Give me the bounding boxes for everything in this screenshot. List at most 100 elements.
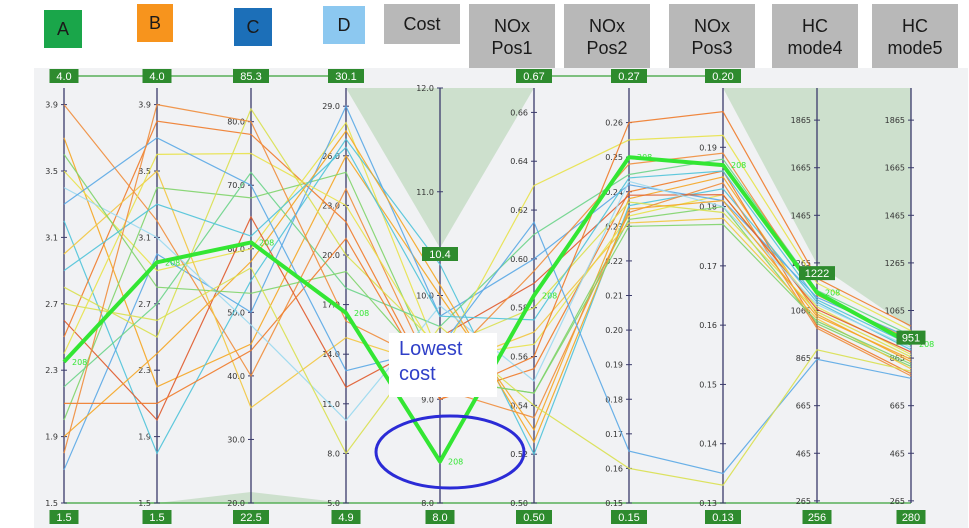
- axis-header-label: NOx Pos3: [691, 16, 733, 58]
- axis-header-noxpos2[interactable]: NOx Pos2: [564, 4, 650, 70]
- axis-top-cap[interactable]: [328, 69, 364, 83]
- axis-bottom-cap[interactable]: [425, 510, 455, 524]
- axis-top-cap[interactable]: [516, 69, 552, 83]
- tick-label: 1265: [885, 259, 905, 268]
- tick-label: 0.23: [605, 222, 623, 231]
- axis-header-cost[interactable]: Cost: [384, 4, 460, 44]
- axis-bottom-cap-label: 8.0: [432, 512, 447, 524]
- highlight-point-label: 208: [919, 340, 934, 349]
- axis-header-label: B: [148, 13, 161, 33]
- data-line[interactable]: [63, 107, 912, 358]
- axis-top-cap[interactable]: [233, 69, 269, 83]
- tick-label: 9.0: [421, 395, 434, 404]
- brush-marker-label: 10.4: [429, 249, 450, 261]
- tick-label: 1.9: [45, 433, 58, 442]
- data-line[interactable]: [63, 146, 912, 346]
- axis-header-label: NOx Pos1: [491, 16, 533, 58]
- tick-label: 0.22: [605, 257, 623, 266]
- tick-label: 665: [890, 402, 905, 411]
- tick-label: 265: [890, 497, 905, 506]
- tick-label: 0.52: [510, 450, 528, 459]
- tick-label: 2.3: [138, 366, 151, 375]
- highlight-point-label: 208: [165, 258, 180, 267]
- axis-header-label: Cost: [403, 14, 441, 34]
- axis-header-noxpos3[interactable]: NOx Pos3: [669, 4, 755, 70]
- axis-bottom-cap-label: 0.50: [523, 512, 544, 524]
- tick-label: 30.0: [227, 435, 245, 444]
- tick-label: 0.18: [699, 203, 717, 212]
- highlight-point-label: 208: [72, 358, 87, 367]
- tick-label: 1265: [791, 259, 811, 268]
- axis-bottom-cap[interactable]: [516, 510, 552, 524]
- tick-label: 8.0: [421, 499, 434, 508]
- axis-header-hcmode4[interactable]: HC mode4: [772, 4, 858, 70]
- axis-bottom-cap-label: 22.5: [240, 512, 261, 524]
- axis-header-a[interactable]: A: [44, 10, 82, 48]
- axis-bottom-cap[interactable]: [611, 510, 647, 524]
- axis-bottom-cap-label: 256: [808, 512, 826, 524]
- brush-marker[interactable]: [896, 330, 926, 345]
- tick-label: 20.0: [227, 499, 245, 508]
- axis-bottom-cap[interactable]: [896, 510, 926, 524]
- data-line[interactable]: [63, 137, 912, 475]
- data-line[interactable]: [63, 104, 912, 471]
- data-line[interactable]: [63, 103, 912, 454]
- tick-label: 0.21: [605, 292, 623, 301]
- tick-label: 465: [890, 449, 905, 458]
- lowest-cost-label: Lowest cost: [389, 333, 497, 397]
- axis-top-cap-label: 0.20: [712, 71, 733, 83]
- data-line[interactable]: [63, 194, 912, 422]
- tick-label: 40.0: [227, 372, 245, 381]
- axis-top-cap[interactable]: [142, 69, 172, 83]
- brush-marker[interactable]: [799, 266, 835, 281]
- axis-top-cap[interactable]: [49, 69, 79, 83]
- axis-bottom-cap[interactable]: [802, 510, 832, 524]
- tick-label: 11.0: [322, 400, 340, 409]
- axis-top-cap-label: 30.1: [335, 71, 356, 83]
- axis-header-label: A: [56, 19, 69, 39]
- tick-label: 10.0: [416, 292, 434, 301]
- axis-top-cap[interactable]: [705, 69, 741, 83]
- tick-label: 26.0: [322, 152, 340, 161]
- axis-bottom-cap[interactable]: [705, 510, 741, 524]
- tick-label: 0.18: [605, 395, 623, 404]
- axis-header-hcmode5[interactable]: HC mode5: [872, 4, 958, 70]
- axis-bottom-cap[interactable]: [49, 510, 79, 524]
- axis-header-b[interactable]: B: [137, 4, 173, 42]
- tick-label: 5.0: [327, 499, 340, 508]
- axis-header-d[interactable]: D: [323, 6, 365, 44]
- highlight-point-label: 208: [825, 289, 840, 298]
- axis-bottom-cap[interactable]: [142, 510, 172, 524]
- tick-label: 23.0: [322, 201, 340, 210]
- tick-label: 665: [796, 402, 811, 411]
- data-line[interactable]: [63, 134, 912, 359]
- brush-marker-label: 1222: [805, 268, 829, 280]
- axis-header-label: HC mode5: [887, 16, 943, 58]
- tick-label: 2.7: [45, 300, 58, 309]
- axis-header-noxpos1[interactable]: NOx Pos1: [469, 4, 555, 70]
- tick-label: 8.0: [327, 449, 340, 458]
- tick-label: 0.20: [605, 326, 623, 335]
- tick-label: 1.5: [138, 499, 151, 508]
- tick-label: 3.9: [138, 101, 151, 110]
- brush-shade-hc5: [817, 88, 911, 328]
- highlight-point-label: 208: [731, 161, 746, 170]
- tick-label: 865: [890, 354, 905, 363]
- tick-label: 0.17: [699, 262, 717, 271]
- axis-top-cap-label: 0.27: [618, 71, 639, 83]
- tick-label: 1865: [885, 116, 905, 125]
- tick-label: 3.5: [138, 167, 151, 176]
- tick-label: 2.3: [45, 366, 58, 375]
- axis-top-cap[interactable]: [611, 69, 647, 83]
- axis-bottom-cap-label: 4.9: [338, 512, 353, 524]
- axis-header-c[interactable]: C: [234, 8, 272, 46]
- tick-label: 3.1: [45, 233, 58, 242]
- axis-bottom-cap[interactable]: [233, 510, 269, 524]
- brush-marker[interactable]: [422, 247, 458, 261]
- highlight-point-label: 208: [542, 292, 557, 301]
- axis-bottom-cap[interactable]: [331, 510, 361, 524]
- brush-marker-label: 951: [902, 333, 920, 345]
- tick-label: 0.14: [699, 440, 717, 449]
- axis-header-label: C: [246, 17, 260, 37]
